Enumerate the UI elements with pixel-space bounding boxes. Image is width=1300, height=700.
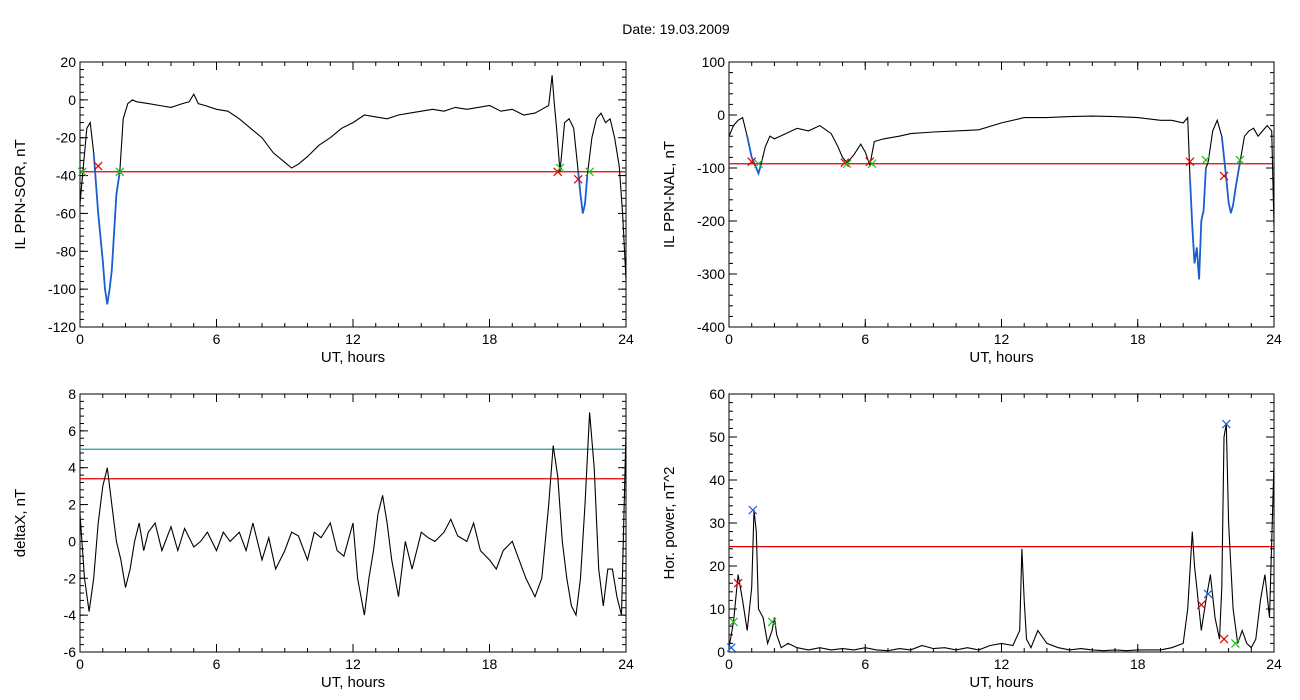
- x-axis-label: UT, hours: [321, 349, 385, 366]
- marker-blue: [726, 643, 736, 653]
- y-tick-label: 60: [709, 386, 725, 402]
- marker-green: [1235, 155, 1245, 165]
- chart-ppn_sor: -120 -100 -80 -60 -40 -20 0 20 0 6 12 18 24 UT, hours…: [12, 54, 634, 366]
- plot-frame: [728, 61, 1275, 328]
- x-tick-label: 6: [213, 331, 221, 347]
- y-tick-label: 20: [60, 54, 76, 70]
- y-tick-label: -60: [56, 205, 76, 221]
- series-line: [729, 115, 1274, 280]
- series-line: [80, 412, 626, 617]
- y-tick-label: -100: [48, 281, 76, 297]
- marker-red: [1196, 600, 1206, 610]
- figure-date-title: Date: 19.03.2009: [622, 21, 730, 37]
- marker-green: [842, 159, 852, 169]
- marker-green: [77, 167, 87, 177]
- y-tick-label: 30: [709, 515, 725, 531]
- x-tick-label: 24: [1266, 656, 1282, 672]
- marker-red: [1185, 157, 1195, 167]
- y-tick-label: 50: [709, 429, 725, 445]
- x-tick-label: 24: [618, 656, 634, 672]
- marker-green: [754, 159, 763, 169]
- y-tick-label: 4: [68, 460, 76, 476]
- marker-green: [115, 167, 125, 177]
- highlight-segment: [746, 136, 762, 177]
- marker-green: [1201, 155, 1211, 165]
- x-tick-label: 12: [345, 656, 361, 672]
- y-tick-label: 8: [68, 386, 76, 402]
- y-tick-label: -20: [56, 130, 76, 146]
- chart-ppn_nal: -400 -300 -200 -100 0 100 0 6 12 18 24 UT, hours IL …: [661, 54, 1282, 366]
- x-tick-label: 12: [345, 331, 361, 347]
- x-tick-label: 12: [994, 656, 1010, 672]
- marker-green: [1230, 638, 1240, 648]
- marker-green: [767, 617, 777, 627]
- x-tick-label: 0: [725, 656, 733, 672]
- x-tick-label: 0: [76, 656, 84, 672]
- marker-red: [1219, 171, 1229, 181]
- x-tick-label: 0: [76, 331, 84, 347]
- x-axis-label: UT, hours: [969, 349, 1033, 366]
- marker-red: [573, 174, 583, 184]
- y-tick-label: -2: [64, 570, 77, 586]
- y-tick-label: -80: [56, 243, 76, 259]
- y-axis-label: Hor. power, nT^2: [661, 467, 678, 580]
- x-tick-label: 6: [861, 331, 869, 347]
- x-tick-label: 0: [725, 331, 733, 347]
- marker-red: [840, 158, 850, 168]
- marker-green: [867, 159, 877, 169]
- series-line: [80, 75, 626, 305]
- y-tick-label: -4: [64, 607, 77, 623]
- y-tick-label: -400: [697, 319, 725, 335]
- y-tick-label: 0: [68, 92, 76, 108]
- y-tick-label: -100: [697, 160, 725, 176]
- x-axis-label: UT, hours: [969, 674, 1033, 691]
- y-tick-label: -6: [64, 644, 77, 660]
- y-tick-label: 40: [709, 472, 725, 488]
- marker-green: [555, 163, 565, 173]
- marker-red: [733, 578, 743, 588]
- marker-blue: [1221, 419, 1231, 429]
- x-tick-label: 18: [1130, 656, 1146, 672]
- chart-hor_power: 0 10 20 30 40 50 60 0 6 12 18 24 UT, hours Hor. power…: [661, 386, 1282, 691]
- plot-frame: [728, 393, 1275, 653]
- highlight-segment: [92, 152, 121, 305]
- plot-frame: [79, 61, 627, 328]
- x-tick-label: 24: [1266, 331, 1282, 347]
- y-tick-label: 2: [68, 497, 76, 513]
- marker-red: [1219, 634, 1229, 644]
- y-axis-label: deltaX, nT: [12, 489, 29, 557]
- y-tick-label: 20: [709, 558, 725, 574]
- y-tick-label: 100: [702, 54, 726, 70]
- series-line: [729, 424, 1274, 652]
- x-tick-label: 18: [482, 331, 498, 347]
- marker-green: [729, 617, 738, 627]
- marker-green: [585, 167, 595, 177]
- marker-red: [93, 161, 103, 171]
- x-tick-label: 6: [213, 656, 221, 672]
- y-tick-label: 10: [709, 601, 725, 617]
- y-tick-label: 0: [717, 644, 725, 660]
- y-tick-label: 6: [68, 423, 76, 439]
- y-axis-label: IL PPN-SOR, nT: [12, 139, 29, 249]
- x-axis-label: UT, hours: [321, 674, 385, 691]
- x-tick-label: 24: [618, 331, 634, 347]
- y-tick-label: 0: [68, 533, 76, 549]
- y-tick-label: -40: [56, 168, 76, 184]
- y-tick-label: -300: [697, 266, 725, 282]
- y-axis-label: IL PPN-NAL, nT: [661, 141, 678, 248]
- marker-blue: [1203, 589, 1213, 599]
- y-tick-label: 0: [717, 107, 725, 123]
- y-tick-label: -200: [697, 213, 725, 229]
- highlight-segment: [577, 171, 589, 214]
- x-tick-label: 12: [994, 331, 1010, 347]
- x-tick-label: 6: [861, 656, 869, 672]
- x-tick-label: 18: [1130, 331, 1146, 347]
- marker-red: [747, 157, 757, 167]
- y-tick-label: -120: [48, 319, 76, 335]
- highlight-segment: [1189, 167, 1207, 280]
- x-tick-label: 18: [482, 656, 498, 672]
- marker-blue: [748, 505, 758, 515]
